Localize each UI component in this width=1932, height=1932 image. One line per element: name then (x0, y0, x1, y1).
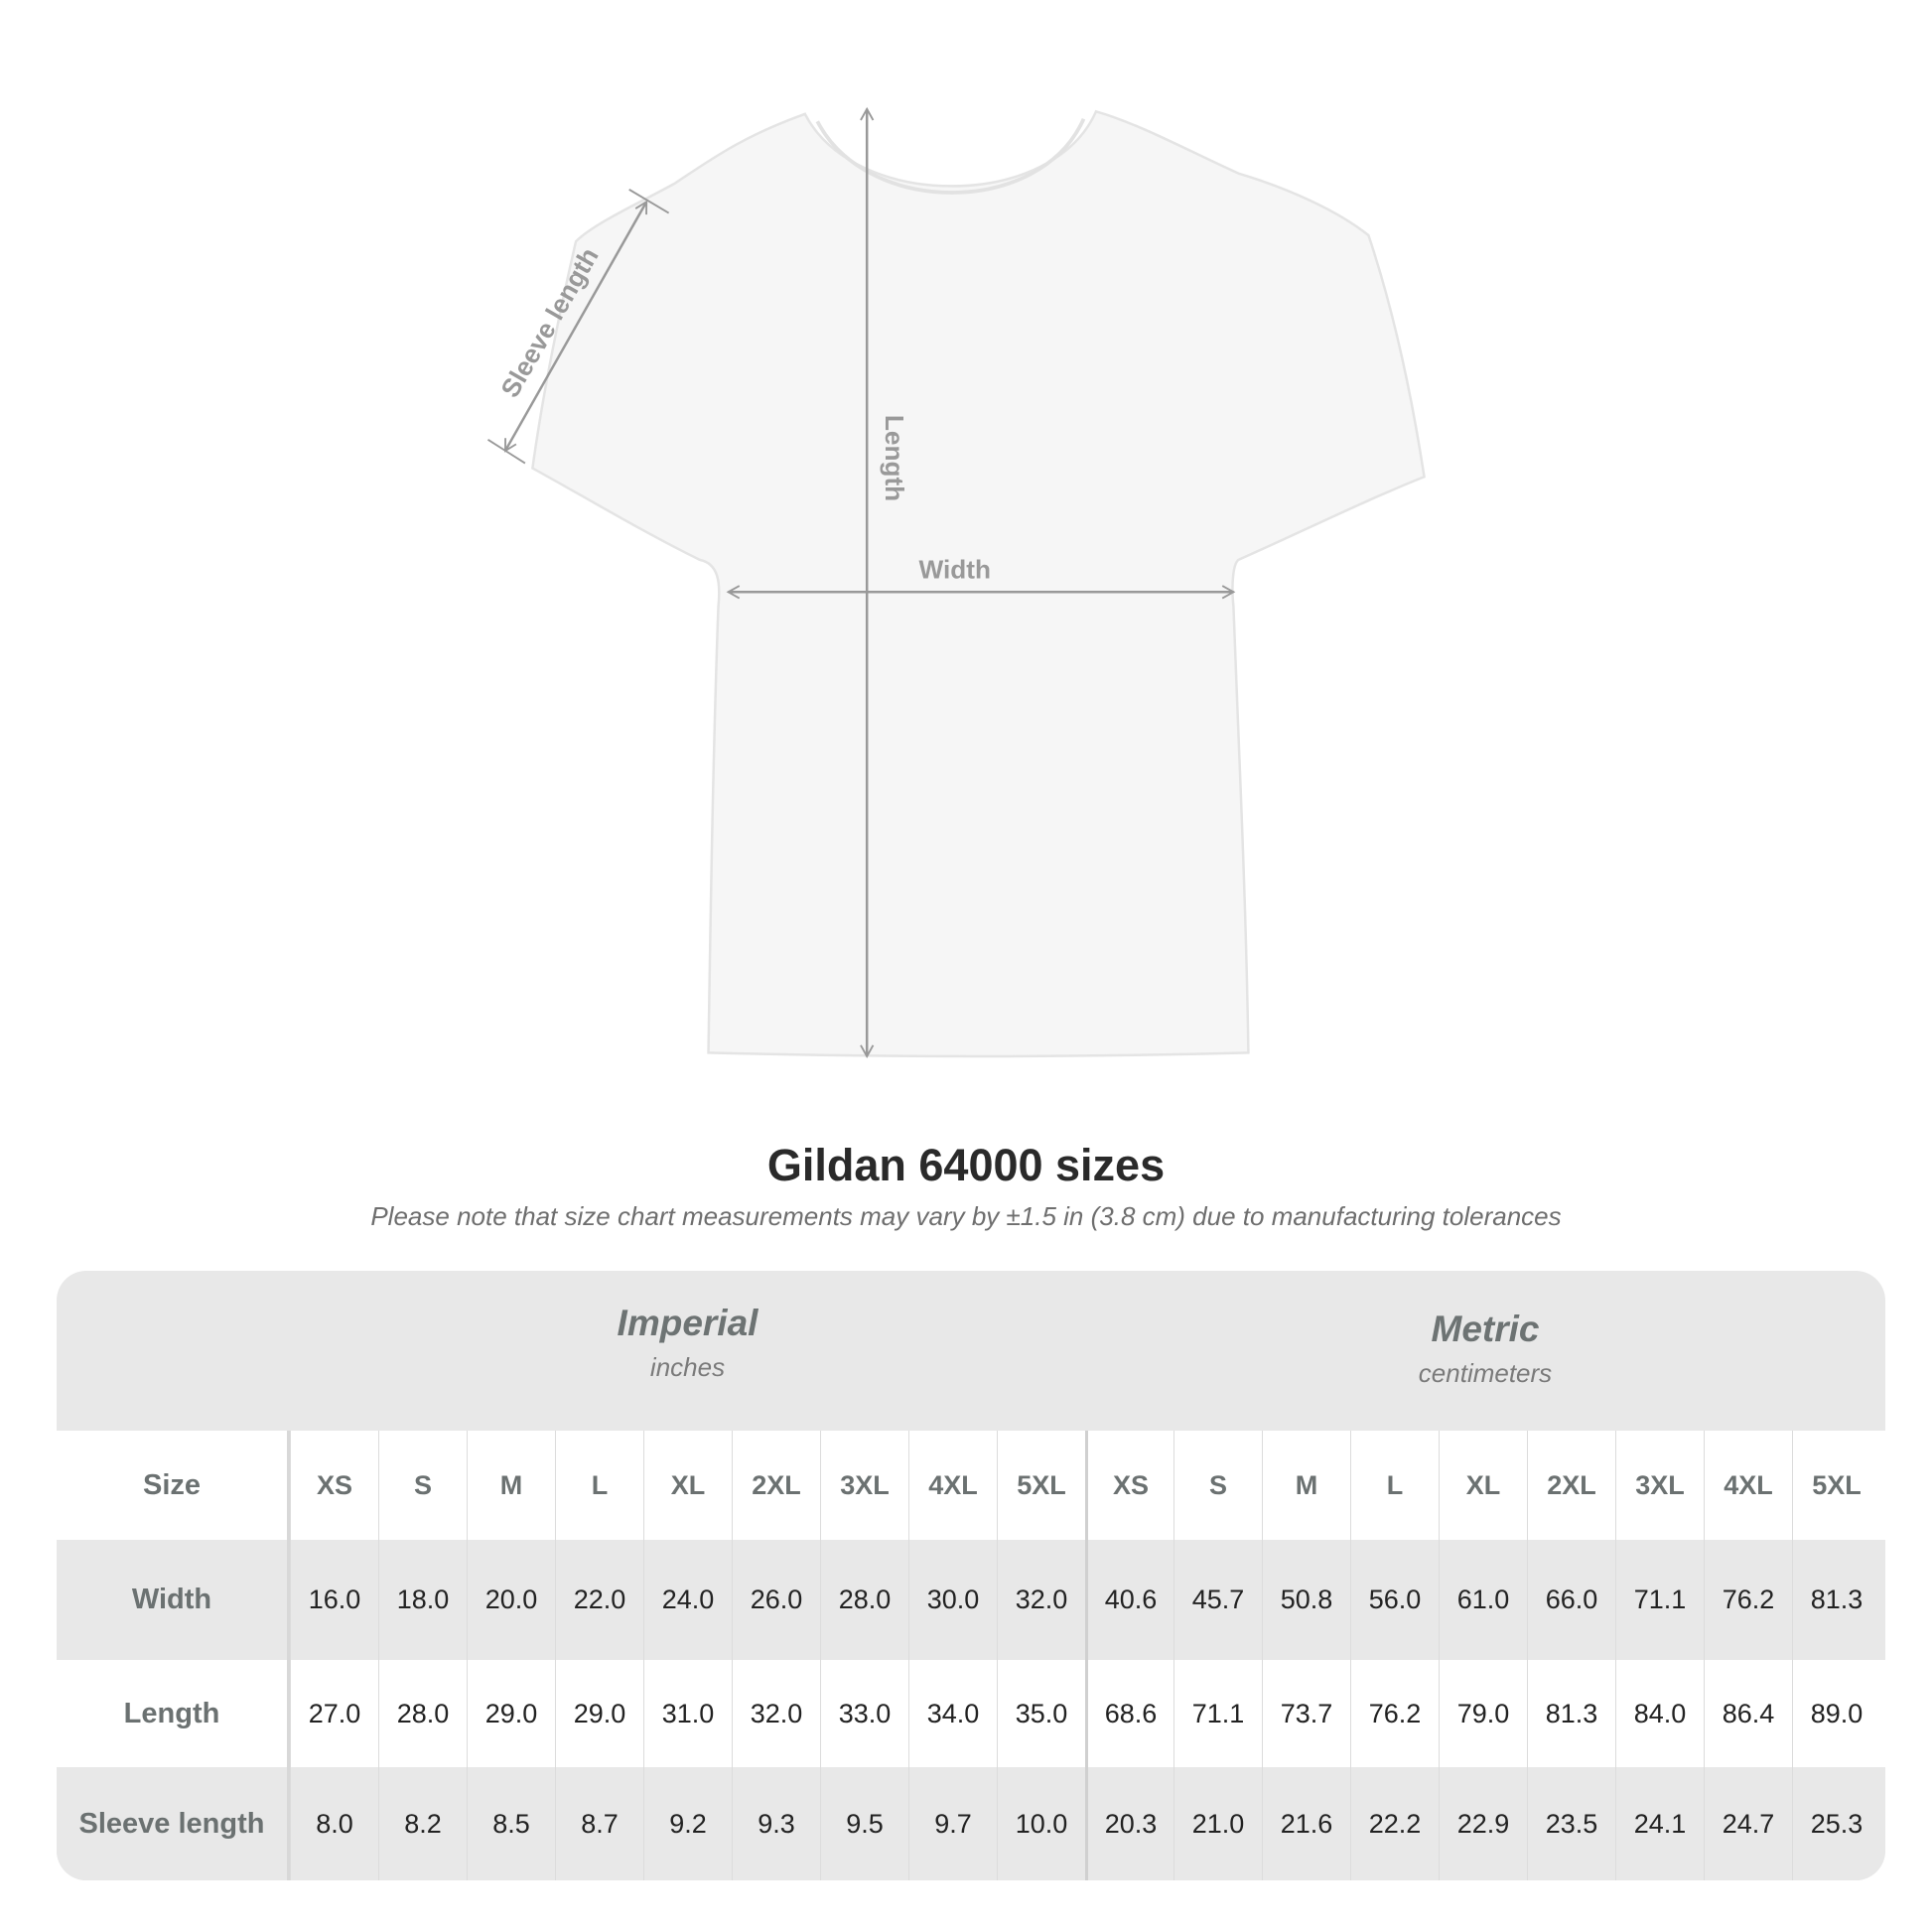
value-cell: 76.2 (1350, 1660, 1439, 1767)
value-cell: 29.0 (555, 1660, 643, 1767)
value-cell: 40.6 (1085, 1540, 1173, 1660)
value-cell: 76.2 (1704, 1540, 1792, 1660)
table-row: Length 27.0 28.0 29.0 29.0 31.0 32.0 33.0 34.0 35… (57, 1660, 1885, 1767)
size-header-metric: 5XL (1792, 1431, 1880, 1540)
value-cell: 9.5 (820, 1767, 908, 1880)
value-cell: 86.4 (1704, 1660, 1792, 1767)
value-cell: 73.7 (1262, 1660, 1350, 1767)
value-cell: 32.0 (732, 1660, 820, 1767)
value-cell: 20.3 (1085, 1767, 1173, 1880)
size-header-metric: S (1173, 1431, 1262, 1540)
size-header-metric: XS (1085, 1431, 1173, 1540)
value-cell: 22.0 (555, 1540, 643, 1660)
value-cell: 16.0 (290, 1540, 378, 1660)
value-cell: 9.7 (908, 1767, 997, 1880)
tolerance-note: Please note that size chart measurements… (370, 1201, 1562, 1231)
value-cell: 30.0 (908, 1540, 997, 1660)
size-header-imperial: L (555, 1431, 643, 1540)
size-header-metric: 4XL (1704, 1431, 1792, 1540)
value-cell: 71.1 (1615, 1540, 1704, 1660)
value-cell: 8.7 (555, 1767, 643, 1880)
value-cell: 79.0 (1439, 1660, 1527, 1767)
value-cell: 68.6 (1085, 1660, 1173, 1767)
value-cell: 20.0 (467, 1540, 555, 1660)
value-cell: 34.0 (908, 1660, 997, 1767)
size-label: Size (57, 1431, 290, 1540)
value-cell: 27.0 (290, 1660, 378, 1767)
imperial-unit: inches (649, 1352, 726, 1382)
value-cell: 22.2 (1350, 1767, 1439, 1880)
row-label: Width (57, 1540, 290, 1660)
size-header-imperial: 5XL (997, 1431, 1085, 1540)
size-header-metric: XL (1439, 1431, 1527, 1540)
value-cell: 26.0 (732, 1540, 820, 1660)
size-header-metric: 2XL (1527, 1431, 1615, 1540)
imperial-title: Imperial (617, 1303, 759, 1343)
value-cell: 66.0 (1527, 1540, 1615, 1660)
value-cell: 50.8 (1262, 1540, 1350, 1660)
size-header-metric: M (1262, 1431, 1350, 1540)
size-header-imperial: 4XL (908, 1431, 997, 1540)
value-cell: 84.0 (1615, 1660, 1704, 1767)
sleeve-arrow (503, 200, 648, 453)
value-cell: 33.0 (820, 1660, 908, 1767)
size-header-imperial: M (467, 1431, 555, 1540)
value-cell: 9.2 (643, 1767, 732, 1880)
value-cell: 28.0 (378, 1660, 467, 1767)
value-cell: 28.0 (820, 1540, 908, 1660)
page-title: Gildan 64000 sizes (766, 1140, 1166, 1190)
value-cell: 8.0 (290, 1767, 378, 1880)
table-row: Sleeve length 8.0 8.2 8.5 8.7 9.2 9.3 9.5 9.7 10.… (57, 1767, 1885, 1880)
value-cell: 71.1 (1173, 1660, 1262, 1767)
metric-title: Metric (1431, 1309, 1540, 1349)
value-cell: 10.0 (997, 1767, 1085, 1880)
row-label: Sleeve length (57, 1767, 290, 1880)
value-cell: 18.0 (378, 1540, 467, 1660)
size-header-row: Size XS S M L XL 2XL 3XL 4XL 5XL XS S M L XL 2XL 3XL 4XL 5… (57, 1431, 1885, 1540)
value-cell: 25.3 (1792, 1767, 1880, 1880)
row-label: Length (57, 1660, 290, 1767)
size-header-metric: L (1350, 1431, 1439, 1540)
value-cell: 32.0 (997, 1540, 1085, 1660)
value-cell: 24.1 (1615, 1767, 1704, 1880)
value-cell: 24.7 (1704, 1767, 1792, 1880)
value-cell: 81.3 (1792, 1540, 1880, 1660)
value-cell: 31.0 (643, 1660, 732, 1767)
value-cell: 89.0 (1792, 1660, 1880, 1767)
size-table: Imperial inches Metric centimeters Size X… (57, 1271, 1885, 1880)
size-header-imperial: 2XL (732, 1431, 820, 1540)
size-header-metric: 3XL (1615, 1431, 1704, 1540)
value-cell: 9.3 (732, 1767, 820, 1880)
size-header-imperial: XS (290, 1431, 378, 1540)
value-cell: 21.0 (1173, 1767, 1262, 1880)
value-cell: 21.6 (1262, 1767, 1350, 1880)
value-cell: 61.0 (1439, 1540, 1527, 1660)
value-cell: 35.0 (997, 1660, 1085, 1767)
length-label: Length (880, 415, 909, 501)
value-cell: 56.0 (1350, 1540, 1439, 1660)
value-cell: 81.3 (1527, 1660, 1615, 1767)
value-cell: 29.0 (467, 1660, 555, 1767)
value-cell: 23.5 (1527, 1767, 1615, 1880)
metric-unit: centimeters (1418, 1358, 1553, 1388)
value-cell: 45.7 (1173, 1540, 1262, 1660)
size-header-imperial: XL (643, 1431, 732, 1540)
metric-header: Metric centimeters (1085, 1271, 1885, 1431)
value-cell: 8.5 (467, 1767, 555, 1880)
value-cell: 8.2 (378, 1767, 467, 1880)
table-row: Width 16.0 18.0 20.0 22.0 24.0 26.0 28.0 30.0 32.… (57, 1540, 1885, 1660)
imperial-header: Imperial inches (290, 1271, 1085, 1431)
value-cell: 22.9 (1439, 1767, 1527, 1880)
size-header-imperial: 3XL (820, 1431, 908, 1540)
size-header-imperial: S (378, 1431, 467, 1540)
width-label: Width (919, 555, 991, 585)
value-cell: 24.0 (643, 1540, 732, 1660)
